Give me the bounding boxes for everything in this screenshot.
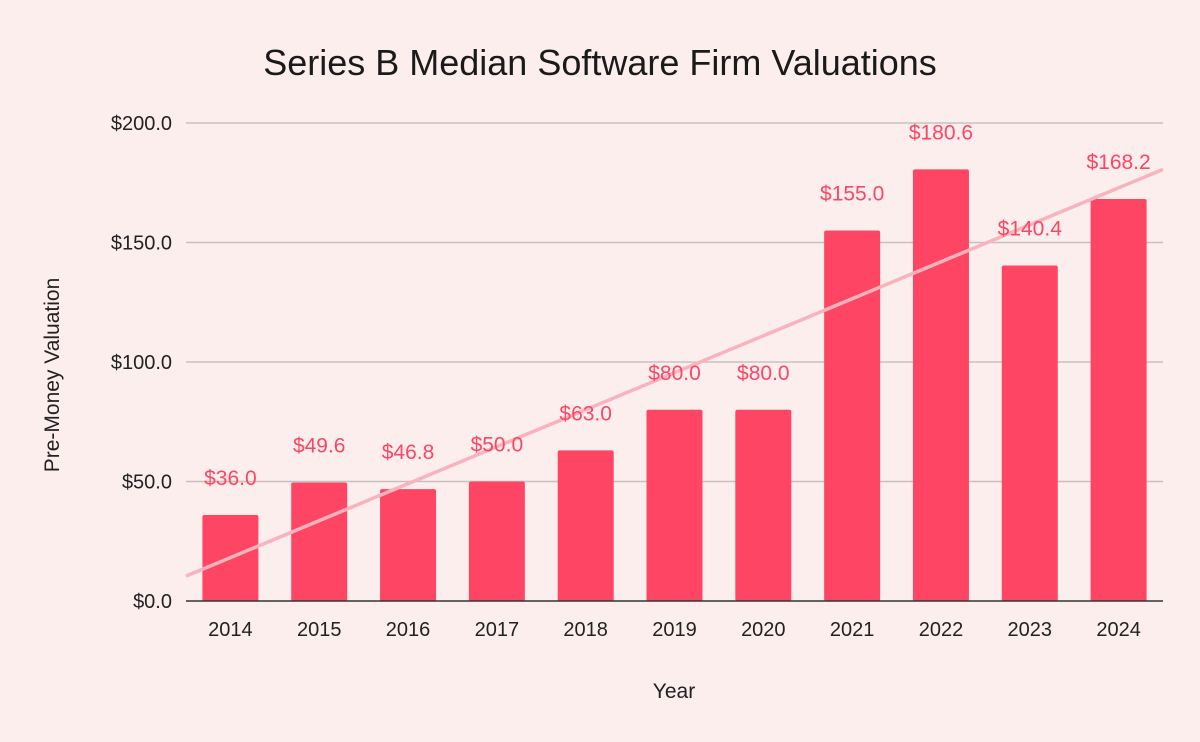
x-tick-label: 2017 <box>475 619 520 641</box>
data-label: $168.2 <box>1086 151 1150 174</box>
bar <box>557 450 614 601</box>
bar <box>380 489 437 601</box>
bar <box>735 409 792 601</box>
x-axis-label: Year <box>653 680 695 703</box>
x-tick-label: 2024 <box>1096 619 1141 641</box>
trendline-layer <box>185 167 1164 578</box>
x-tick-label: 2019 <box>652 619 697 641</box>
x-tick-label: 2021 <box>830 619 875 641</box>
bar <box>912 169 969 601</box>
y-axis-label: Pre-Money Valuation <box>41 278 64 473</box>
data-label: $80.0 <box>648 362 701 385</box>
bars <box>202 169 1147 602</box>
data-label: $50.0 <box>471 434 524 457</box>
trendline <box>185 167 1164 578</box>
y-tick-label: $50.0 <box>122 472 172 494</box>
y-tick-label: $200.0 <box>111 113 172 135</box>
y-tick-label: $150.0 <box>111 233 172 255</box>
bar <box>646 409 703 601</box>
x-tick-label: 2020 <box>741 619 786 641</box>
data-label: $140.4 <box>998 217 1063 240</box>
chart-title: Series B Median Software Firm Valuations <box>263 42 937 83</box>
data-label: $46.8 <box>382 441 435 464</box>
x-tick-label: 2022 <box>919 619 964 641</box>
x-tick-label: 2016 <box>386 619 431 641</box>
bar <box>1090 199 1147 601</box>
y-tick-label: $0.0 <box>133 591 172 613</box>
data-label: $63.0 <box>559 402 612 425</box>
bar <box>291 482 348 601</box>
data-label: $155.0 <box>820 183 884 206</box>
data-label: $49.6 <box>293 434 346 457</box>
data-label: $80.0 <box>737 362 790 385</box>
x-tick-label: 2015 <box>297 619 342 641</box>
x-axis-ticks: 2014 2015 2016 2017 2018 2019 2020 2021 2022 2023… <box>208 619 1141 641</box>
x-tick-label: 2023 <box>1008 619 1053 641</box>
data-label: $180.6 <box>909 121 973 144</box>
x-tick-label: 2018 <box>563 619 608 641</box>
data-label: $36.0 <box>204 467 257 490</box>
data-labels: $36.0 $49.6 $46.8 $50.0 $63.0 $80.0 $80.0 $155.… <box>204 121 1151 490</box>
y-tick-label: $100.0 <box>111 352 172 374</box>
y-axis-ticks: $0.0 $50.0 $100.0 $150.0 $200.0 <box>111 113 172 613</box>
bar <box>468 481 525 601</box>
bar <box>824 230 881 602</box>
bar <box>1001 265 1058 601</box>
x-tick-label: 2014 <box>208 619 253 641</box>
